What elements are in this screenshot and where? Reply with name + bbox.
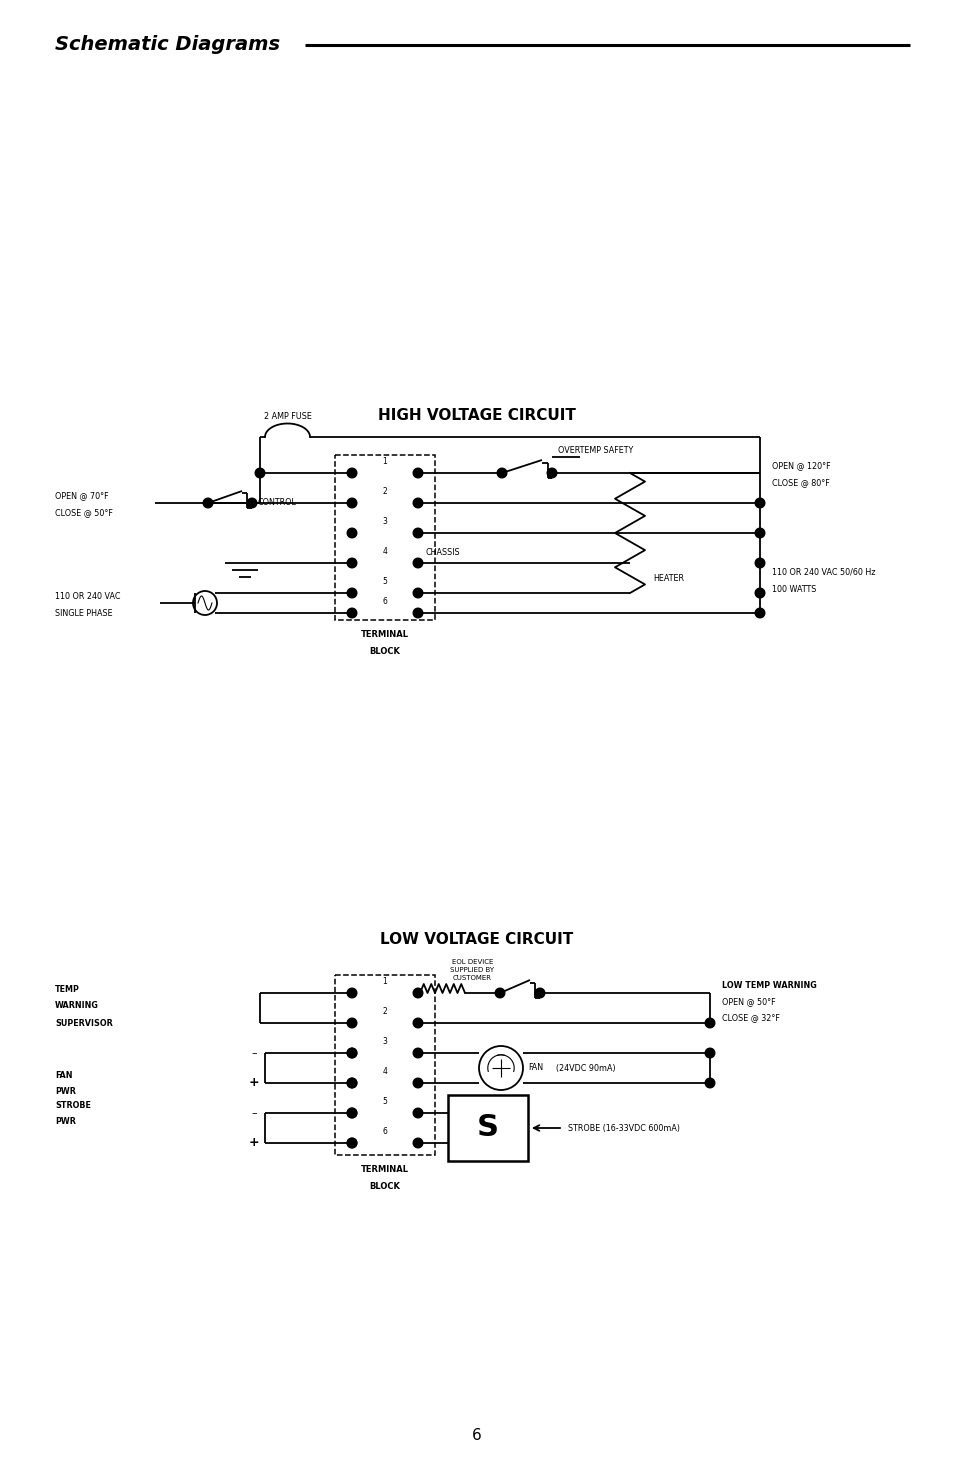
Circle shape (413, 608, 422, 618)
Circle shape (347, 1049, 356, 1058)
Text: 6: 6 (472, 1428, 481, 1443)
Text: 5: 5 (382, 577, 387, 586)
Text: BLOCK: BLOCK (369, 1181, 400, 1190)
Text: (24VDC 90mA): (24VDC 90mA) (556, 1063, 615, 1072)
Text: EOL DEVICE: EOL DEVICE (452, 959, 493, 965)
Text: OVERTEMP SAFETY: OVERTEMP SAFETY (558, 445, 633, 454)
Circle shape (755, 528, 764, 538)
Circle shape (755, 499, 764, 507)
Circle shape (347, 558, 356, 568)
Circle shape (203, 499, 213, 507)
Text: +: + (249, 1137, 259, 1149)
Circle shape (755, 589, 764, 597)
Text: CUSTOMER: CUSTOMER (453, 975, 492, 981)
Text: CONTROL: CONTROL (256, 499, 295, 507)
Text: CHASSIS: CHASSIS (426, 549, 460, 558)
Text: SUPERVISOR: SUPERVISOR (55, 1019, 112, 1028)
Circle shape (413, 1018, 422, 1028)
Circle shape (535, 988, 544, 997)
Circle shape (547, 468, 557, 478)
Circle shape (497, 468, 506, 478)
Circle shape (347, 1018, 356, 1028)
Circle shape (347, 988, 356, 997)
Circle shape (413, 558, 422, 568)
Circle shape (704, 1049, 714, 1058)
Circle shape (347, 1139, 356, 1148)
Text: 2: 2 (382, 1007, 387, 1016)
Circle shape (255, 468, 265, 478)
Circle shape (413, 1049, 422, 1058)
Circle shape (495, 988, 504, 997)
Text: 1: 1 (382, 976, 387, 985)
Text: 6: 6 (382, 1127, 387, 1136)
Text: FAN: FAN (527, 1063, 542, 1072)
Text: BLOCK: BLOCK (369, 648, 400, 656)
Circle shape (413, 1078, 422, 1087)
Polygon shape (448, 1094, 527, 1161)
Circle shape (413, 499, 422, 507)
Text: +: + (249, 1077, 259, 1090)
Circle shape (755, 558, 764, 568)
Text: HEATER: HEATER (652, 574, 683, 583)
Text: SINGLE PHASE: SINGLE PHASE (55, 609, 112, 618)
Text: 110 OR 240 VAC: 110 OR 240 VAC (55, 591, 120, 600)
Text: PWR: PWR (55, 1118, 76, 1127)
Text: FAN: FAN (55, 1071, 72, 1081)
Circle shape (347, 468, 356, 478)
Text: TERMINAL: TERMINAL (360, 630, 409, 639)
Circle shape (704, 1078, 714, 1087)
Text: –: – (251, 1049, 256, 1058)
Text: HIGH VOLTAGE CIRCUIT: HIGH VOLTAGE CIRCUIT (377, 407, 576, 422)
Text: SUPPLIED BY: SUPPLIED BY (450, 968, 494, 974)
Text: 2: 2 (382, 487, 387, 496)
Text: OPEN @ 50°F: OPEN @ 50°F (721, 997, 775, 1006)
Circle shape (347, 1049, 356, 1058)
Text: 2 AMP FUSE: 2 AMP FUSE (263, 412, 311, 420)
Circle shape (247, 499, 256, 507)
Text: LOW TEMP WARNING: LOW TEMP WARNING (721, 981, 816, 991)
Text: 1: 1 (382, 457, 387, 466)
Text: OPEN @ 120°F: OPEN @ 120°F (771, 462, 830, 471)
Circle shape (347, 1108, 356, 1118)
Text: STROBE (16-33VDC 600mA): STROBE (16-33VDC 600mA) (567, 1124, 679, 1133)
Text: S: S (476, 1114, 498, 1143)
Circle shape (413, 468, 422, 478)
Circle shape (413, 1139, 422, 1148)
Text: CLOSE @ 50°F: CLOSE @ 50°F (55, 509, 112, 518)
Circle shape (347, 608, 356, 618)
Text: 5: 5 (382, 1097, 387, 1106)
Text: CLOSE @ 80°F: CLOSE @ 80°F (771, 478, 829, 488)
Text: OPEN @ 70°F: OPEN @ 70°F (55, 491, 109, 500)
Text: CLOSE @ 32°F: CLOSE @ 32°F (721, 1013, 779, 1022)
Circle shape (347, 499, 356, 507)
Circle shape (347, 1078, 356, 1087)
Text: 4: 4 (382, 1066, 387, 1075)
Circle shape (347, 1108, 356, 1118)
Text: WARNING: WARNING (55, 1002, 99, 1010)
Text: Schematic Diagrams: Schematic Diagrams (55, 35, 280, 55)
Circle shape (347, 1078, 356, 1087)
Text: –: – (251, 1108, 256, 1118)
Circle shape (704, 1018, 714, 1028)
Text: 110 OR 240 VAC 50/60 Hz: 110 OR 240 VAC 50/60 Hz (771, 568, 875, 577)
Text: LOW VOLTAGE CIRCUIT: LOW VOLTAGE CIRCUIT (380, 932, 573, 947)
Text: 3: 3 (382, 518, 387, 527)
Circle shape (347, 528, 356, 538)
Text: 4: 4 (382, 547, 387, 556)
Text: 6: 6 (382, 597, 387, 606)
Circle shape (413, 589, 422, 597)
Text: TEMP: TEMP (55, 984, 80, 994)
Text: TERMINAL: TERMINAL (360, 1165, 409, 1174)
Circle shape (413, 528, 422, 538)
Circle shape (413, 988, 422, 997)
Text: PWR: PWR (55, 1087, 76, 1096)
Circle shape (413, 1108, 422, 1118)
Circle shape (347, 589, 356, 597)
Text: 100 WATTS: 100 WATTS (771, 584, 816, 593)
Circle shape (347, 1139, 356, 1148)
Circle shape (755, 608, 764, 618)
Text: STROBE: STROBE (55, 1102, 91, 1111)
Text: 3: 3 (382, 1037, 387, 1046)
